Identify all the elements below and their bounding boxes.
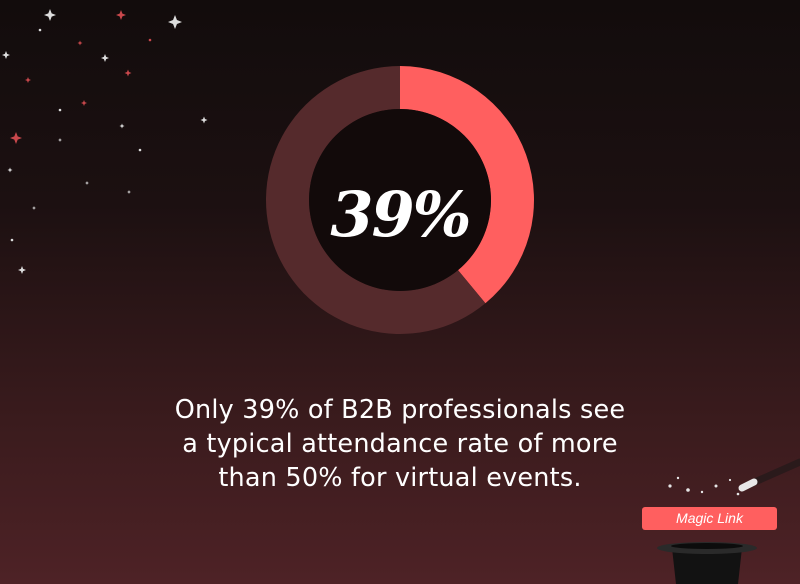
donut-slices — [265, 65, 534, 334]
sparkle-icon — [18, 266, 26, 274]
sparkle-icon — [85, 181, 89, 185]
sparkle-dot-icon — [148, 38, 152, 42]
sparkle-icon — [58, 138, 62, 142]
sparkle-icon — [119, 123, 125, 129]
sparkle-icon — [2, 51, 10, 59]
donut-slice — [265, 65, 486, 334]
sparkle-icon — [116, 10, 126, 20]
caption-line: Only 39% of B2B professionals see — [174, 395, 626, 425]
sparkle-icon — [77, 40, 83, 46]
sparkle-icon — [127, 190, 131, 194]
sparkle-icon — [168, 15, 182, 29]
sparkle-dot-icon — [138, 148, 142, 152]
magic-hat-icon — [657, 542, 757, 584]
sparkle-icon — [10, 132, 22, 144]
center-percentage-label: 39% — [330, 178, 469, 251]
sparkle-icon — [124, 69, 132, 77]
caption-line: than 50% for virtual events. — [218, 463, 582, 493]
sparkle-dot-icon — [10, 238, 14, 242]
sparkle-icon — [25, 77, 31, 83]
sparkles-icon — [2, 9, 208, 274]
magic-link-badge[interactable]: Magic Link — [642, 507, 777, 530]
sparkle-icon — [101, 54, 109, 62]
caption-line: a typical attendance rate of more — [182, 429, 618, 459]
sparkle-icon — [7, 167, 13, 173]
donut-chart: 39% — [265, 65, 534, 334]
donut-hole — [309, 109, 491, 291]
magic-wand-icon — [668, 458, 800, 496]
sparkle-icon — [81, 100, 87, 106]
sparkle-icon — [200, 116, 208, 124]
sparkle-icon — [44, 9, 56, 21]
sparkle-icon — [32, 206, 36, 210]
caption-text: Only 39% of B2B professionals see a typi… — [100, 393, 700, 495]
sparkle-dot-icon — [58, 108, 62, 112]
sparkle-dot-icon — [38, 28, 42, 32]
donut-slice — [400, 66, 534, 304]
